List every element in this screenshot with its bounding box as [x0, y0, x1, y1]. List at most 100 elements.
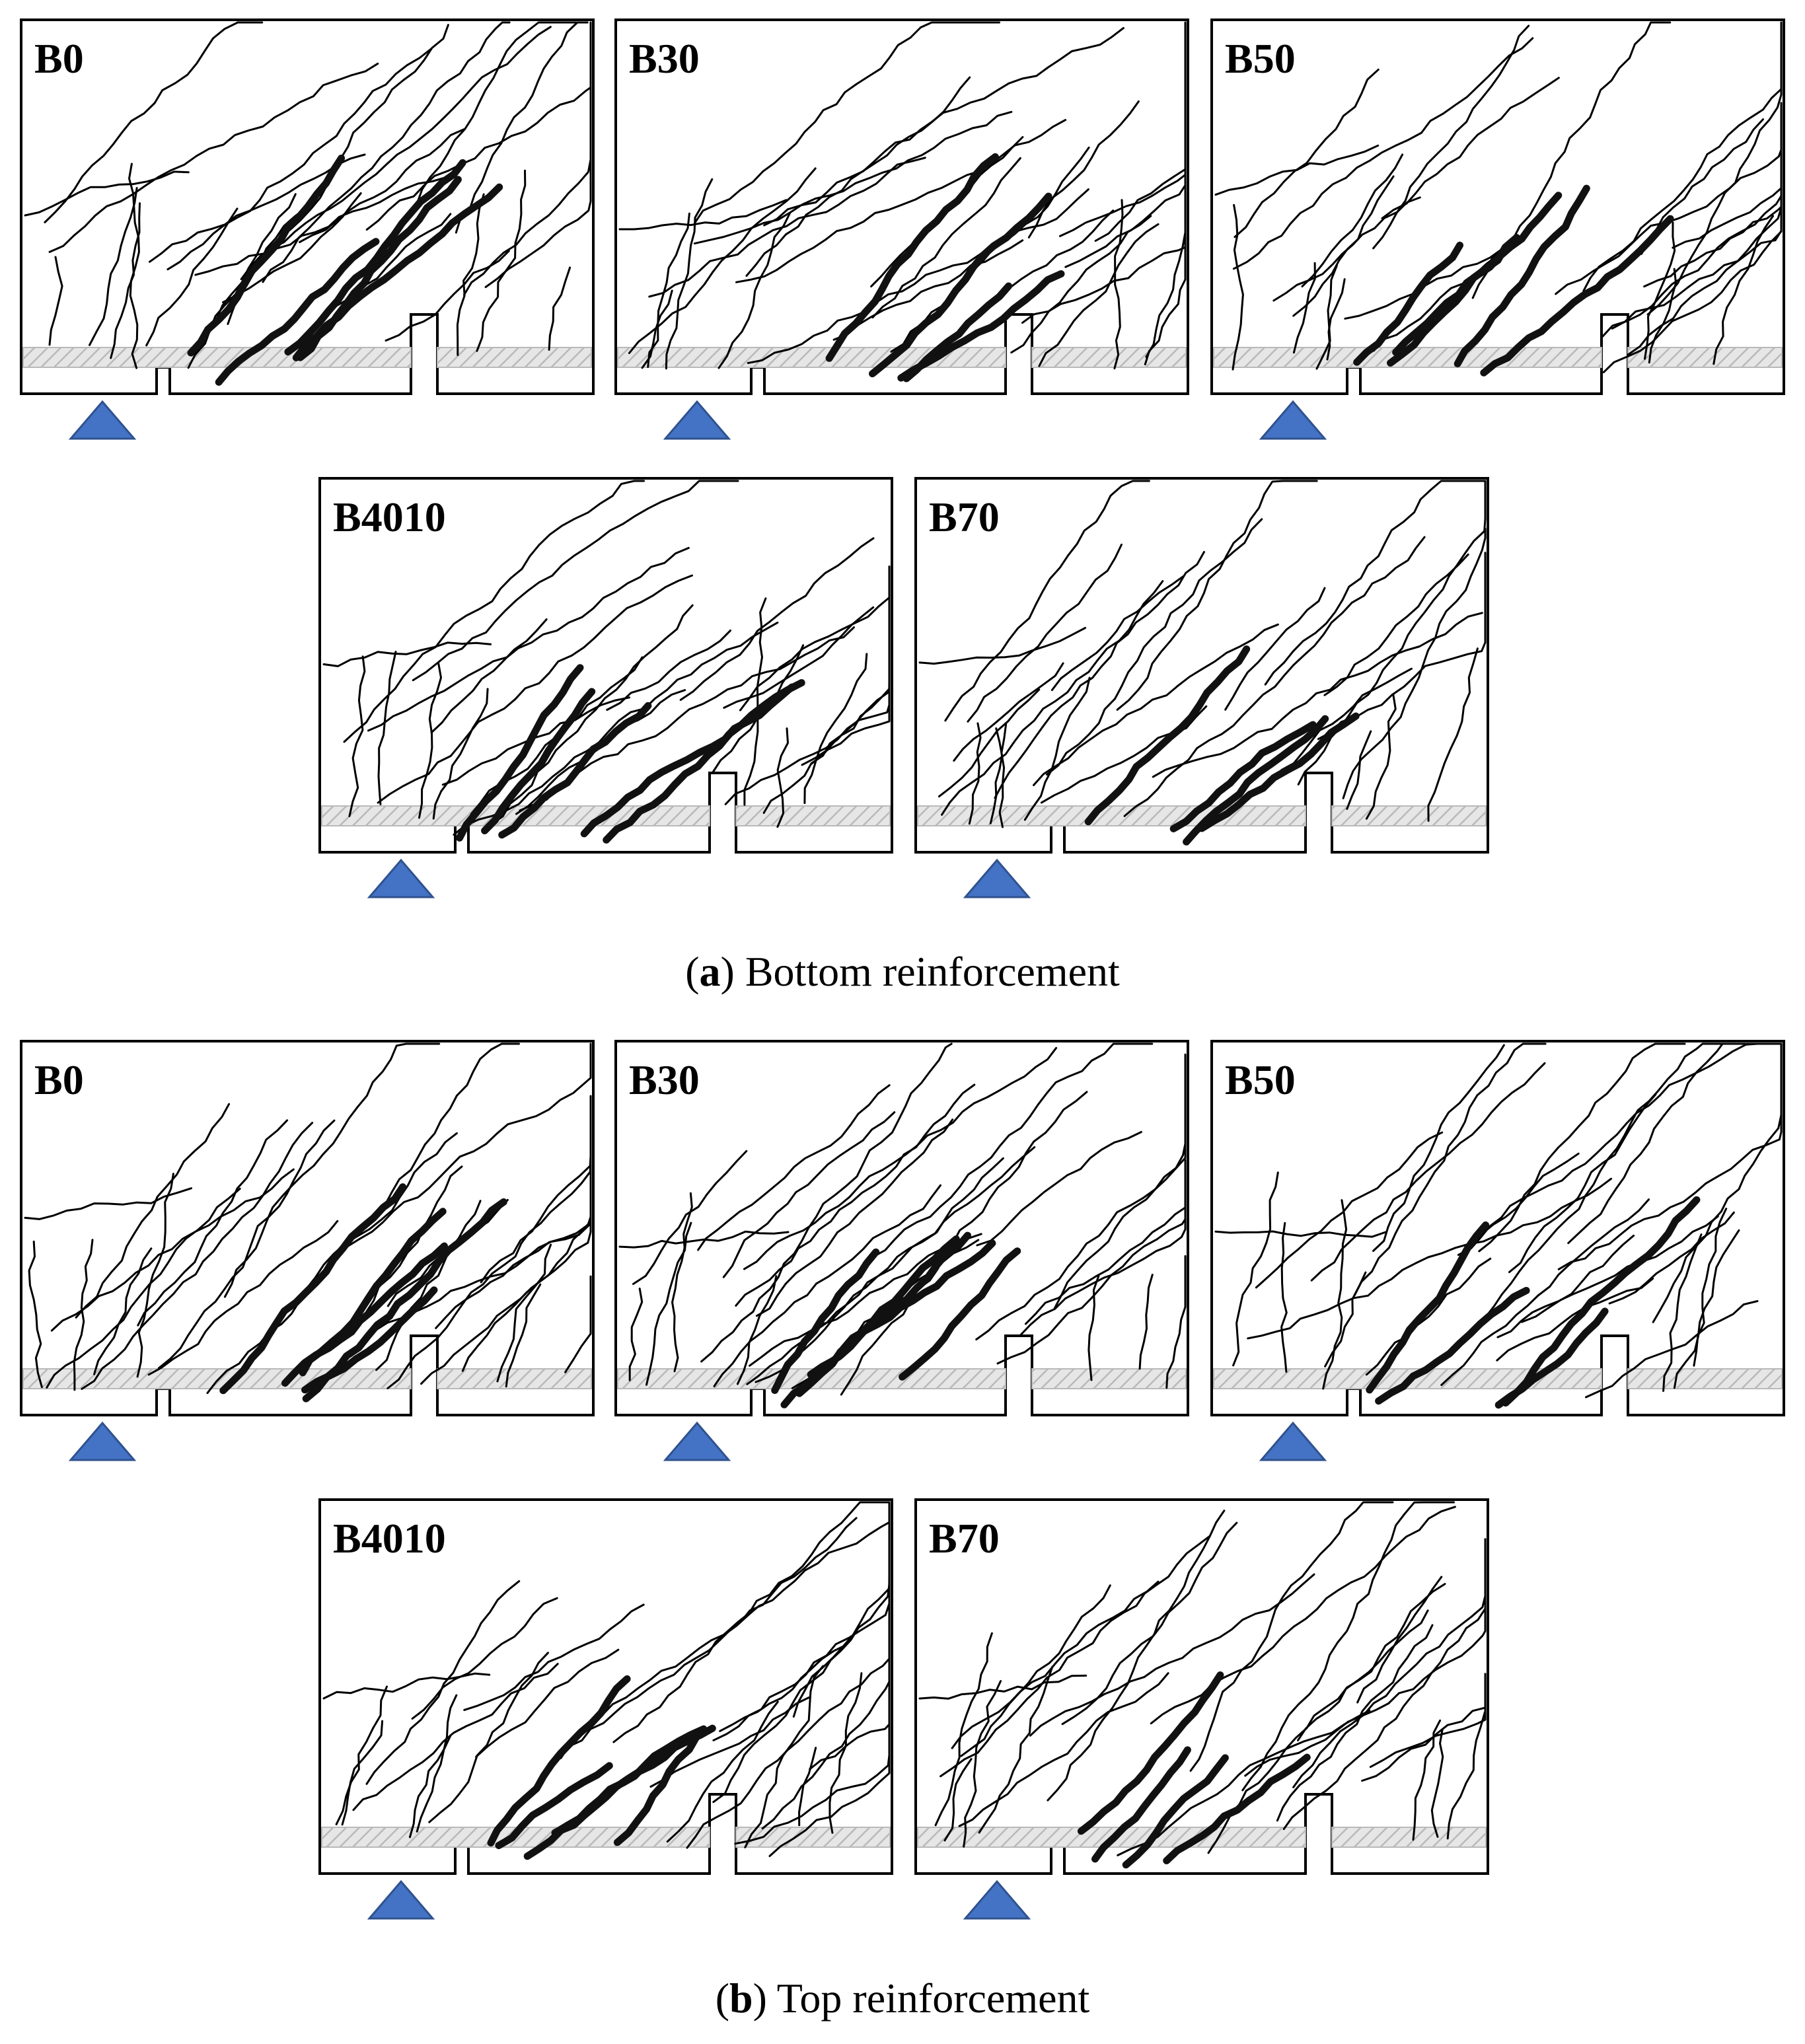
crack-line: [713, 1184, 941, 1387]
crack-line: [1457, 1042, 1778, 1257]
major-crack-line: [1353, 241, 1463, 366]
support-triangle-icon: [367, 1880, 435, 1920]
crack-line: [975, 1137, 1187, 1340]
support-triangle-icon: [963, 858, 1031, 898]
caption-a: (a) Bottom reinforcement: [685, 948, 1120, 995]
crack-line: [1010, 215, 1152, 354]
crack-line: [1353, 1042, 1547, 1296]
major-crack-line: [1502, 1196, 1701, 1407]
crack-line: [335, 1685, 388, 1825]
crack-line: [776, 727, 789, 828]
crack-line: [1322, 1199, 1348, 1390]
crack-line: [665, 178, 714, 370]
crack-line: [1117, 1709, 1371, 1856]
crack-line: [456, 193, 485, 356]
crack-line: [697, 1084, 891, 1251]
reinforcement-band: [1031, 347, 1187, 368]
crack-line: [1059, 21, 1187, 237]
crack-line: [1713, 215, 1775, 365]
crack-line: [976, 1131, 1142, 1247]
crack-line: [1247, 1177, 1612, 1340]
crack-line: [343, 480, 645, 743]
support-triangle-icon: [68, 1421, 137, 1461]
crack-line: [73, 1239, 94, 1391]
crack-line: [744, 1665, 825, 1848]
caption-letter: b: [729, 1975, 753, 2022]
crack-line: [408, 1734, 452, 1839]
crack-line: [803, 653, 868, 805]
major-crack-line: [780, 1231, 971, 1408]
crack-line: [1232, 203, 1244, 371]
crack-line: [612, 1501, 891, 1743]
specimen-panel: B0: [20, 1040, 595, 1461]
crack-line: [48, 62, 379, 253]
crack-line: [943, 1758, 973, 1842]
crack-line: [1145, 188, 1187, 358]
crack-line: [918, 627, 1086, 665]
specimen-label: B70: [929, 1515, 1000, 1562]
major-crack-line: [1198, 712, 1360, 832]
crack-line: [416, 1694, 458, 1833]
crack-line: [1508, 1093, 1657, 1274]
crack-line: [1038, 223, 1160, 367]
crack-line: [671, 1192, 693, 1373]
specimen-label: B50: [1225, 1056, 1296, 1103]
major-crack-line: [1084, 645, 1251, 826]
crack-line: [755, 1146, 1036, 1383]
crack-line: [1087, 1274, 1100, 1381]
crack-line: [1214, 144, 1380, 196]
major-crack-line: [1454, 184, 1590, 367]
caption-label: Bottom reinforcement: [745, 948, 1120, 995]
crack-line: [647, 212, 690, 368]
crack-line: [1280, 1222, 1288, 1373]
reinforcement-band: [1031, 1368, 1187, 1389]
specimen-label: B30: [629, 35, 700, 82]
crack-line: [1326, 278, 1346, 361]
crack-line: [147, 1220, 339, 1376]
crack-line: [560, 1517, 858, 1759]
crack-line: [951, 1580, 1160, 1749]
reinforcement-band: [437, 1368, 592, 1389]
crack-line: [1427, 647, 1479, 822]
crack-line: [365, 46, 592, 231]
crack-line: [939, 1535, 1211, 1778]
specimen-panel: B30: [614, 18, 1189, 440]
crack-line: [761, 1669, 891, 1830]
crack-line: [490, 604, 694, 826]
specimen-label: B4010: [333, 493, 446, 540]
crack-line: [1520, 1215, 1719, 1323]
crack-line: [341, 1720, 384, 1826]
crack-line: [832, 239, 1024, 341]
major-crack-line: [902, 282, 1013, 383]
crack-line: [941, 580, 1164, 816]
crack-line: [463, 1603, 645, 1711]
crack-line: [548, 266, 571, 351]
crack-line: [960, 1584, 1111, 1757]
crack-line: [1648, 268, 1677, 364]
crack-line: [1356, 1576, 1443, 1704]
crack-line: [158, 1119, 336, 1369]
specimen-label: B30: [629, 1056, 700, 1103]
major-crack-line: [1077, 1671, 1224, 1835]
reinforcement-band: [22, 347, 412, 368]
crack-line: [136, 1173, 174, 1378]
major-crack-line: [869, 192, 1052, 378]
crack-line: [768, 1684, 891, 1857]
major-crack-line: [302, 1198, 507, 1403]
crack-line: [953, 662, 1064, 762]
crack-line: [1496, 1277, 1654, 1362]
crack-line: [998, 722, 1008, 828]
crack-line: [978, 1665, 1054, 1834]
crack-line: [1346, 730, 1372, 810]
crack-line: [75, 1103, 231, 1319]
crack-line: [411, 1597, 558, 1720]
crack-line: [871, 157, 1021, 318]
crack-line: [763, 26, 1124, 227]
crack-line: [1301, 153, 1404, 288]
crack-line: [1557, 1102, 1783, 1270]
specimen-label: B70: [929, 493, 1000, 540]
crack-line: [1478, 1042, 1686, 1253]
major-crack-line: [1169, 721, 1317, 832]
crack-line: [377, 574, 693, 804]
